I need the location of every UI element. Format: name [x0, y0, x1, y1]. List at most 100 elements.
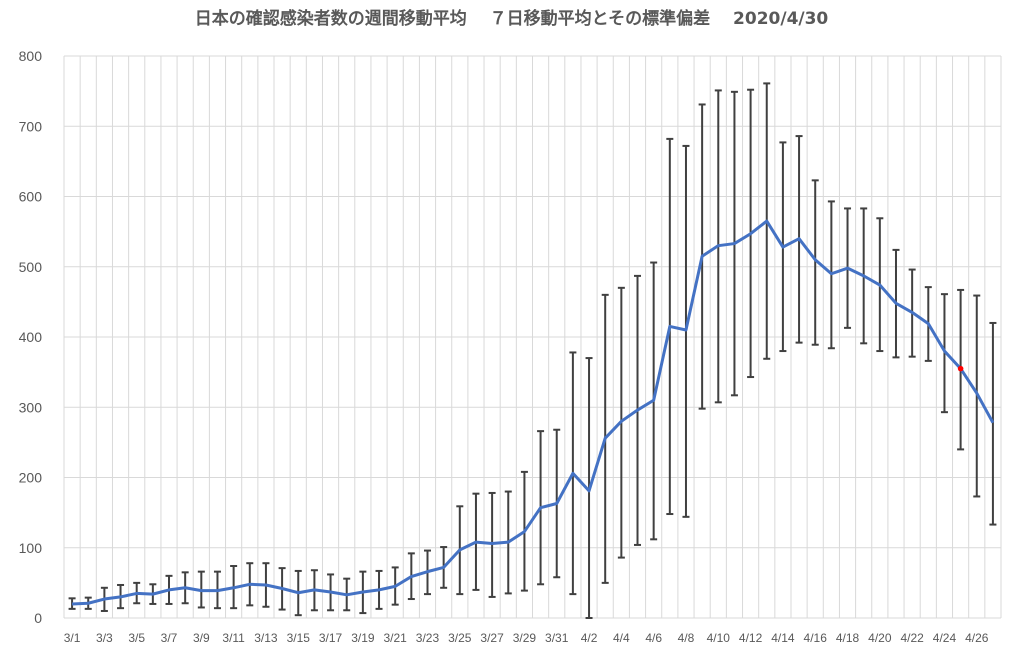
y-tick-label: 100 — [19, 540, 43, 556]
data-point — [329, 591, 332, 594]
data-point — [345, 593, 348, 596]
data-point — [765, 220, 768, 223]
data-point — [588, 489, 591, 492]
x-tick-label: 4/2 — [581, 631, 598, 645]
data-point — [410, 575, 413, 578]
x-tick-label: 3/29 — [513, 631, 537, 645]
data-point — [911, 311, 914, 314]
data-point — [539, 506, 542, 509]
data-point — [798, 237, 801, 240]
data-point — [943, 350, 946, 353]
y-tick-label: 800 — [19, 48, 43, 64]
y-tick-label: 500 — [19, 259, 43, 275]
data-point — [878, 284, 881, 287]
y-tick-label: 700 — [19, 118, 43, 134]
x-tick-label: 4/24 — [933, 631, 957, 645]
x-tick-label: 3/1 — [64, 631, 81, 645]
y-axis-ticks: 0 100 200 300 400 500 600 700 800 — [19, 48, 43, 626]
data-point — [733, 242, 736, 245]
data-point — [830, 272, 833, 275]
data-point — [426, 570, 429, 573]
chart-title: 日本の確認感染者数の週間移動平均 ７日移動平均とその標準偏差 2020/4/30 — [194, 9, 829, 29]
data-point — [927, 322, 930, 325]
series-line — [72, 219, 995, 606]
data-point — [248, 583, 251, 586]
data-point — [151, 593, 154, 596]
data-point — [814, 258, 817, 261]
series-line-layer — [71, 219, 995, 606]
grid-layer — [63, 55, 1002, 619]
x-tick-label: 3/9 — [193, 631, 210, 645]
data-point — [394, 585, 397, 588]
data-point — [442, 566, 445, 569]
x-tick-label: 3/25 — [448, 631, 472, 645]
x-tick-label: 3/15 — [287, 631, 311, 645]
data-point — [361, 591, 364, 594]
x-tick-label: 4/10 — [707, 631, 731, 645]
x-tick-label: 4/18 — [836, 631, 860, 645]
data-point — [264, 583, 267, 586]
data-point — [701, 255, 704, 258]
y-tick-label: 0 — [34, 610, 42, 626]
data-point — [781, 246, 784, 249]
data-point — [507, 541, 510, 544]
x-tick-label: 3/11 — [222, 631, 245, 645]
y-tick-label: 400 — [19, 329, 43, 345]
data-point — [378, 588, 381, 591]
data-point — [571, 472, 574, 475]
data-point — [991, 421, 994, 424]
data-point — [232, 586, 235, 589]
x-tick-label: 3/27 — [480, 631, 504, 645]
x-tick-label: 4/6 — [645, 631, 662, 645]
x-tick-label: 3/21 — [384, 631, 408, 645]
x-tick-label: 3/23 — [416, 631, 440, 645]
data-point — [862, 274, 865, 277]
data-point — [297, 591, 300, 594]
x-tick-label: 4/26 — [965, 631, 989, 645]
y-tick-label: 200 — [19, 470, 43, 486]
x-tick-label: 4/16 — [804, 631, 828, 645]
data-point — [184, 586, 187, 589]
data-point — [474, 541, 477, 544]
data-point — [652, 399, 655, 402]
data-point — [458, 548, 461, 551]
x-tick-label: 3/3 — [96, 631, 113, 645]
x-tick-label: 4/12 — [739, 631, 763, 645]
x-tick-label: 3/5 — [128, 631, 145, 645]
data-point — [103, 598, 106, 601]
x-tick-label: 3/13 — [254, 631, 278, 645]
data-point — [216, 589, 219, 592]
data-point — [975, 392, 978, 395]
data-point — [281, 587, 284, 590]
data-point — [491, 542, 494, 545]
data-point — [894, 302, 897, 305]
data-point — [749, 232, 752, 235]
data-point — [71, 602, 74, 605]
data-point — [604, 437, 607, 440]
data-point — [135, 592, 138, 595]
error-bar — [811, 179, 819, 346]
data-point — [668, 325, 671, 328]
error-bar — [989, 321, 997, 526]
data-point — [717, 244, 720, 247]
data-point — [620, 420, 623, 423]
x-tick-label: 3/7 — [161, 631, 178, 645]
x-tick-label: 4/20 — [868, 631, 892, 645]
y-tick-label: 600 — [19, 189, 43, 205]
data-point — [555, 502, 558, 505]
data-point — [119, 595, 122, 598]
highlight-point — [957, 365, 964, 372]
x-tick-label: 3/17 — [319, 631, 343, 645]
data-point — [636, 409, 639, 412]
data-point — [523, 530, 526, 533]
y-tick-label: 300 — [19, 399, 43, 415]
data-point — [168, 588, 171, 591]
x-tick-label: 4/14 — [771, 631, 795, 645]
x-tick-label: 4/8 — [678, 631, 695, 645]
x-axis-ticks: 3/1 3/3 3/5 3/7 3/9 3/11 3/13 3/15 3/17 3/19 3/21 3… — [64, 631, 989, 645]
data-point — [846, 267, 849, 270]
x-tick-label: 4/4 — [613, 631, 630, 645]
x-tick-label: 4/22 — [900, 631, 924, 645]
data-point — [200, 589, 203, 592]
